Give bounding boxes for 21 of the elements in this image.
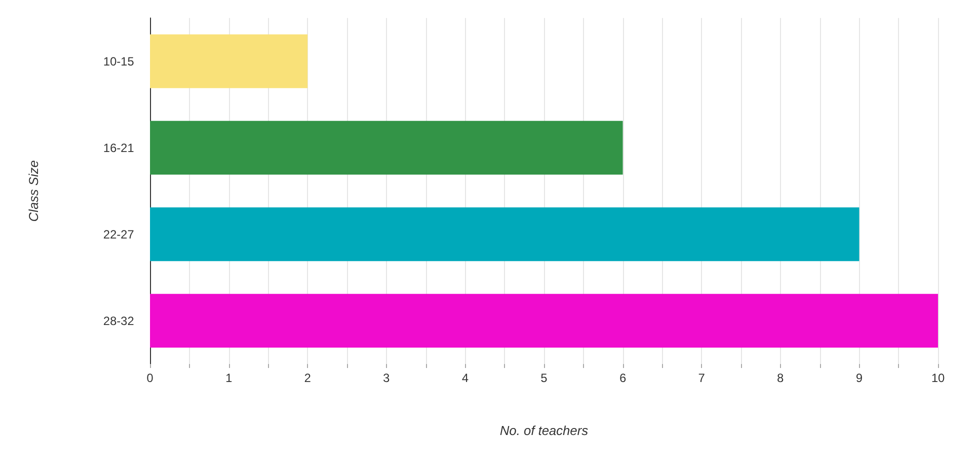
bar [150, 34, 308, 88]
x-tick-label: 10 [931, 371, 945, 385]
y-tick-label: 28-32 [103, 314, 134, 328]
y-tick-label: 10-15 [103, 54, 134, 68]
x-axis-title: No. of teachers [500, 423, 589, 438]
x-tick-label: 7 [698, 371, 706, 385]
y-tick-label: 22-27 [103, 227, 134, 242]
x-tick-label: 5 [540, 371, 548, 385]
x-tick-label: 6 [619, 371, 626, 385]
x-tick-label: 0 [146, 371, 154, 385]
x-tick-label: 8 [777, 371, 784, 385]
y-tick-label: 16-21 [103, 140, 134, 155]
y-axis-title: Class Size [26, 160, 41, 222]
x-tick-label: 2 [304, 371, 312, 385]
x-tick-label: 4 [462, 371, 469, 385]
bar [150, 294, 938, 348]
x-tick-label: 3 [383, 371, 390, 385]
x-tick-label: 9 [856, 371, 863, 385]
bar [150, 120, 623, 175]
x-tick-label: 1 [225, 371, 232, 385]
bar [150, 207, 860, 262]
